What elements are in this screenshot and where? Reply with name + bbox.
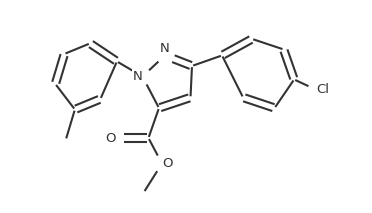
Text: Cl: Cl	[317, 83, 330, 96]
Text: O: O	[105, 132, 115, 145]
Text: N: N	[160, 42, 170, 55]
Text: N: N	[133, 70, 142, 83]
Text: O: O	[162, 157, 173, 170]
